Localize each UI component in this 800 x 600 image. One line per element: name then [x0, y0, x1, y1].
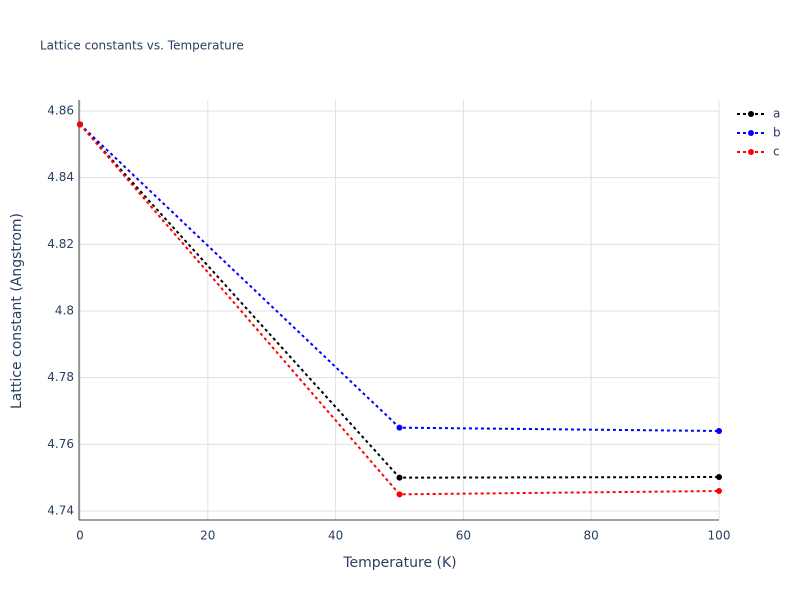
chart-title: Lattice constants vs. Temperature: [40, 39, 244, 53]
y-tick-label: 4.86: [47, 104, 74, 118]
data-point: [396, 474, 403, 481]
legend-label: a: [773, 107, 780, 121]
x-tick-label: 80: [584, 529, 599, 543]
data-point: [396, 491, 403, 498]
legend-marker: [748, 111, 754, 117]
legend-marker: [748, 149, 754, 155]
data-point: [396, 424, 403, 431]
y-axis-label: Lattice constant (Angstrom): [9, 213, 25, 409]
legend-marker: [748, 130, 754, 136]
x-tick-label: 100: [708, 529, 731, 543]
y-tick-label: 4.84: [47, 170, 74, 184]
x-tick-label: 0: [76, 529, 84, 543]
series-line: [79, 123, 720, 496]
x-tick-label: 40: [328, 529, 343, 543]
y-tick-label: 4.8: [55, 304, 74, 318]
legend-label: b: [773, 126, 781, 140]
x-tick-label: 60: [456, 529, 471, 543]
data-point: [716, 488, 722, 494]
y-tick-label: 4.82: [47, 237, 74, 251]
y-tick-label: 4.78: [47, 370, 74, 384]
data-point: [716, 428, 722, 434]
series-line: [79, 123, 720, 432]
y-tick-label: 4.76: [47, 437, 74, 451]
legend-label: c: [773, 145, 780, 159]
x-tick-label: 20: [200, 529, 215, 543]
x-axis-label: Temperature (K): [342, 555, 456, 571]
y-tick-label: 4.74: [47, 504, 74, 518]
data-point: [716, 474, 722, 480]
data-point: [77, 121, 83, 128]
